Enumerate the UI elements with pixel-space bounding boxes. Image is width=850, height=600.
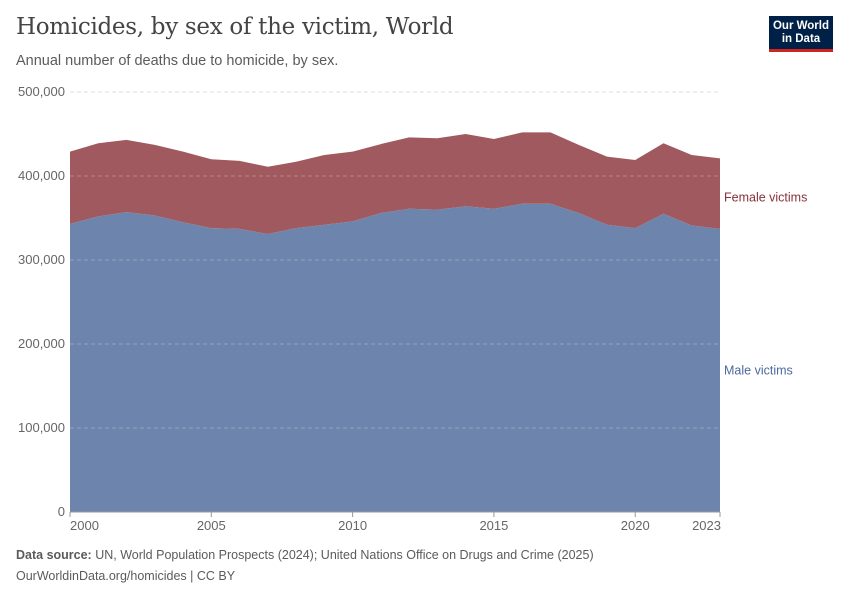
x-tick-label: 2020: [621, 518, 650, 533]
logo-line2: in Data: [781, 33, 821, 45]
y-tick-label: 400,000: [18, 168, 65, 183]
y-tick-label: 300,000: [18, 252, 65, 267]
y-tick-label: 500,000: [18, 84, 65, 99]
x-tick-label: 2000: [70, 518, 99, 533]
x-tick-label: 2015: [479, 518, 508, 533]
source-text: UN, World Population Prospects (2024); U…: [95, 548, 594, 562]
y-tick-label: 0: [58, 504, 65, 519]
area-female-victims: [70, 132, 720, 234]
x-tick-label: 2005: [197, 518, 226, 533]
logo-line1: Our World: [772, 20, 829, 32]
chart-title: Homicides, by sex of the victim, World: [16, 14, 454, 40]
area-male-victims: [70, 203, 720, 512]
legend-label: Male victims: [724, 363, 793, 377]
footer-url[interactable]: OurWorldinData.org/homicides | CC BY: [16, 569, 236, 583]
legend-label: Female victims: [724, 191, 807, 205]
chart-subtitle: Annual number of deaths due to homicide,…: [16, 53, 339, 69]
x-tick-label: 2023: [692, 518, 721, 533]
data-source: Data source: UN, World Population Prospe…: [16, 548, 594, 562]
owid-logo[interactable]: Our World in Data: [769, 16, 833, 52]
source-label: Data source:: [16, 548, 92, 562]
x-tick-label: 2010: [338, 518, 367, 533]
y-tick-label: 100,000: [18, 420, 65, 435]
y-tick-label: 200,000: [18, 336, 65, 351]
